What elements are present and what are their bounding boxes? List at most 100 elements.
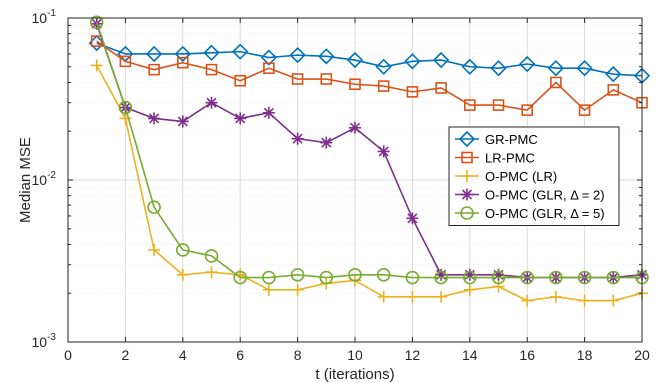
data-point: [176, 115, 189, 128]
data-point: [234, 112, 247, 125]
legend-item-lr-pmc: LR-PMC: [455, 151, 535, 166]
data-point: [404, 53, 421, 70]
data-point: [376, 267, 391, 282]
data-point: [119, 112, 132, 125]
data-point: [406, 290, 419, 303]
data-point: [147, 200, 161, 214]
data-point: [148, 112, 161, 125]
data-point: [262, 106, 275, 119]
series-line: [95, 22, 642, 279]
data-point: [605, 66, 622, 83]
x-tick-label: 6: [236, 347, 244, 363]
data-point: [291, 73, 304, 85]
data-point: [320, 136, 333, 149]
data-point: [318, 48, 335, 65]
x-tick-label: 0: [64, 347, 72, 363]
data-point: [176, 268, 189, 281]
data-point: [349, 78, 361, 91]
legend-label: LR-PMC: [485, 151, 535, 166]
y-tick-label: 10-2: [32, 170, 57, 188]
data-point: [119, 55, 132, 68]
data-point: [204, 249, 219, 263]
legend-marker: [461, 188, 473, 201]
data-point: [233, 270, 247, 285]
data-point: [577, 270, 592, 285]
x-tick-label: 2: [122, 347, 130, 363]
data-point: [377, 80, 390, 92]
data-point: [148, 243, 161, 256]
data-point: [520, 270, 535, 285]
data-point: [234, 74, 246, 87]
data-point: [89, 15, 104, 30]
x-axis-label: t (iterations): [315, 366, 394, 383]
data-point: [435, 290, 448, 303]
data-point: [177, 56, 189, 69]
y-tick-label: 10-1: [32, 8, 57, 26]
legend-item-o-pmc-lr: O-PMC (LR): [455, 169, 557, 184]
x-tick-label: 8: [294, 347, 302, 363]
data-point: [549, 290, 562, 303]
legend-label: O-PMC (LR): [485, 169, 557, 184]
data-point: [90, 35, 103, 47]
data-point: [346, 51, 364, 69]
data-point: [205, 96, 218, 109]
series-gr-pmc: [88, 34, 651, 84]
data-point: [578, 104, 591, 116]
data-point: [291, 283, 304, 296]
series-line: [96, 42, 643, 77]
data-point: [319, 270, 334, 285]
data-point: [463, 99, 476, 111]
data-point: [377, 290, 390, 303]
y-axis-label: Median MSE: [17, 137, 34, 223]
data-point: [377, 145, 390, 158]
data-point: [348, 267, 362, 282]
x-tick-label: 12: [405, 347, 421, 363]
series-layer: [88, 15, 651, 307]
data-point: [492, 99, 505, 111]
data-point: [435, 268, 448, 281]
axes: 0 2 4 6 8 10 12 14 16 18 20 10-3 10-2 10-1: [32, 8, 650, 363]
legend-label: O-PMC (GLR, Δ = 2): [485, 188, 605, 203]
data-point: [205, 266, 218, 279]
data-point: [405, 270, 420, 285]
x-tick-label: 10: [347, 347, 363, 363]
data-point: [492, 280, 505, 293]
series-lr-pmc: [90, 35, 648, 116]
data-point: [262, 270, 276, 285]
data-point: [521, 294, 534, 307]
data-point: [434, 270, 448, 285]
data-point: [549, 270, 563, 285]
data-point: [463, 268, 476, 281]
data-point: [578, 294, 591, 307]
data-point: [263, 62, 275, 74]
x-tick-label: 14: [462, 347, 478, 363]
data-point: [148, 63, 160, 76]
data-point: [145, 45, 163, 63]
data-point: [607, 294, 620, 307]
data-point: [576, 60, 593, 77]
y-tick-label: 10-3: [32, 332, 57, 350]
data-point: [519, 55, 536, 73]
data-point: [492, 268, 505, 281]
data-point: [462, 270, 477, 285]
data-point: [491, 270, 506, 285]
legend-marker: [458, 130, 476, 148]
data-point: [406, 212, 419, 225]
data-point: [607, 84, 620, 96]
legend-label: GR-PMC: [485, 132, 538, 147]
data-point: [320, 73, 333, 85]
legend-marker: [461, 170, 473, 182]
data-point: [435, 82, 447, 94]
legend-marker: [460, 206, 474, 220]
data-point: [289, 46, 306, 64]
series-o-pmc-glr-5: [89, 15, 649, 285]
data-point: [291, 132, 304, 145]
data-point: [176, 243, 190, 257]
data-point: [174, 45, 191, 63]
legend-item-o-pmc-glr-2: O-PMC (GLR, Δ = 2): [455, 188, 605, 203]
x-tick-label: 18: [577, 347, 593, 363]
data-point: [260, 49, 278, 66]
data-point: [606, 270, 621, 285]
data-point: [375, 58, 392, 75]
data-point: [90, 59, 103, 72]
